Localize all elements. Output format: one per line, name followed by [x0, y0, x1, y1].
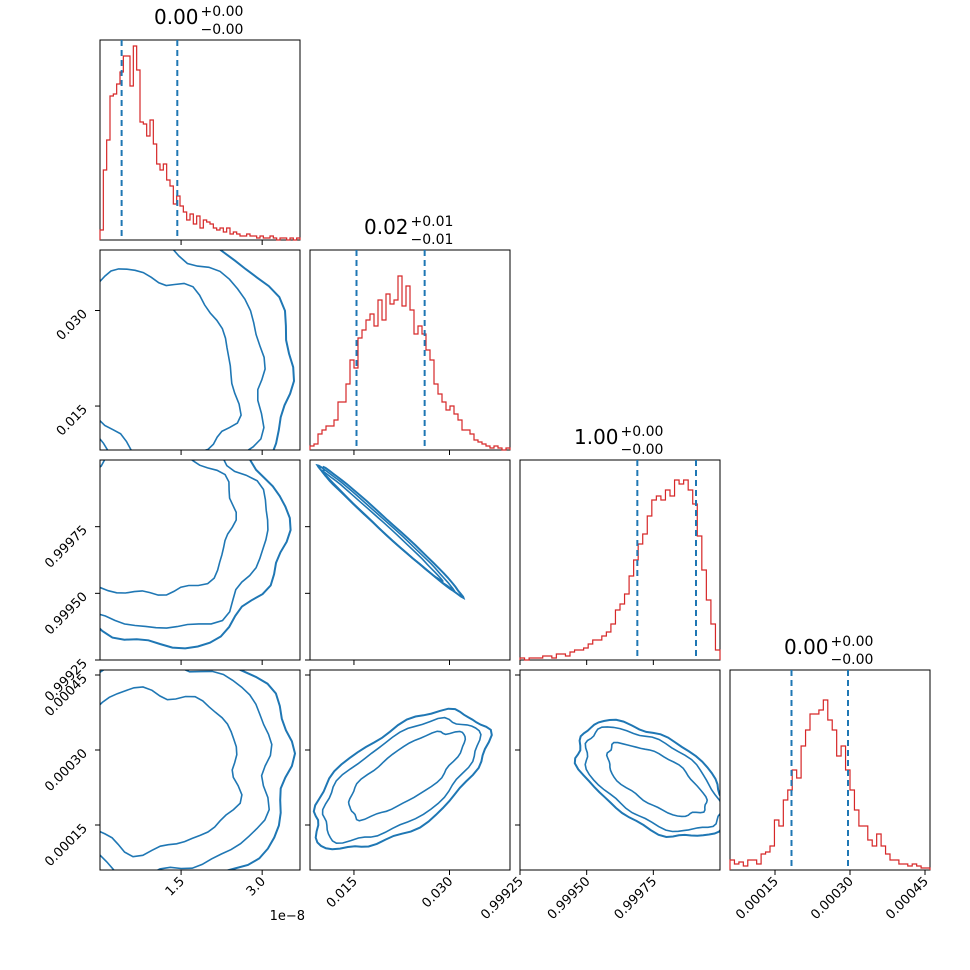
contour-group [312, 707, 493, 851]
panel-frame [99, 669, 301, 871]
contour-level-1 [100, 460, 269, 629]
title-upper-error: +0.00 [621, 424, 664, 440]
title-lower-error: −0.00 [201, 22, 244, 38]
title-upper-error: +0.00 [201, 4, 244, 20]
title-upper-error: +0.00 [831, 634, 874, 650]
histogram-line [99, 45, 301, 241]
contour-level-1 [100, 670, 273, 870]
contour-panel-3-2 [515, 669, 721, 875]
contour-group [100, 250, 296, 450]
panel-frame [309, 249, 511, 451]
x-offset-label: 1e−8 [270, 909, 305, 924]
contour-level-0 [312, 707, 493, 851]
contour-level-2 [605, 741, 709, 818]
hist-panel-0: 0.00 +0.00 −0.00 [99, 4, 301, 245]
contour-level-2 [323, 470, 444, 583]
contour-group [573, 718, 720, 839]
contour-level-2 [347, 730, 467, 822]
contour-group [100, 460, 292, 650]
contour-panel-2-1 [305, 459, 511, 665]
panel-title: 0.00 [784, 635, 829, 659]
contour-level-1 [100, 250, 266, 450]
panel-title: 1.00 [574, 425, 619, 449]
contour-level-2 [100, 686, 243, 858]
title-lower-error: −0.00 [831, 652, 874, 668]
histogram-line [309, 275, 511, 451]
contour-level-1 [321, 716, 482, 845]
panel-frame [99, 459, 301, 661]
contour-panel-2-0 [95, 459, 301, 665]
hist-panel-3: 0.00 +0.00 −0.00 [729, 634, 931, 875]
contour-level-1 [584, 726, 720, 833]
panel-frame [729, 669, 931, 871]
contour-level-2 [100, 268, 242, 450]
hist-panel-1: 0.02 +0.01 −0.01 [309, 214, 511, 455]
contour-group [315, 463, 466, 601]
contour-level-0 [573, 718, 720, 839]
contour-panel-1-0 [95, 249, 301, 455]
contour-level-2 [100, 460, 237, 596]
panel-frame [519, 669, 721, 871]
contour-level-0 [218, 250, 296, 450]
panel-title: 0.00 [154, 5, 199, 29]
contour-panel-3-1 [305, 669, 511, 875]
title-lower-error: −0.00 [621, 442, 664, 458]
panel-frame [519, 459, 721, 661]
histogram-line [519, 479, 721, 661]
panel-frame [99, 249, 301, 451]
contour-level-0 [100, 460, 292, 650]
histogram-line [729, 699, 931, 870]
hist-panel-2: 1.00 +0.00 −0.00 [519, 424, 721, 665]
title-upper-error: +0.01 [411, 214, 454, 230]
panel-frame [99, 39, 301, 241]
panel-frame [309, 669, 511, 871]
title-lower-error: −0.01 [411, 232, 454, 248]
panel-frame [309, 459, 511, 661]
contour-group [100, 670, 297, 870]
panel-title: 0.02 [364, 215, 409, 239]
contour-panel-3-0 [95, 669, 301, 875]
